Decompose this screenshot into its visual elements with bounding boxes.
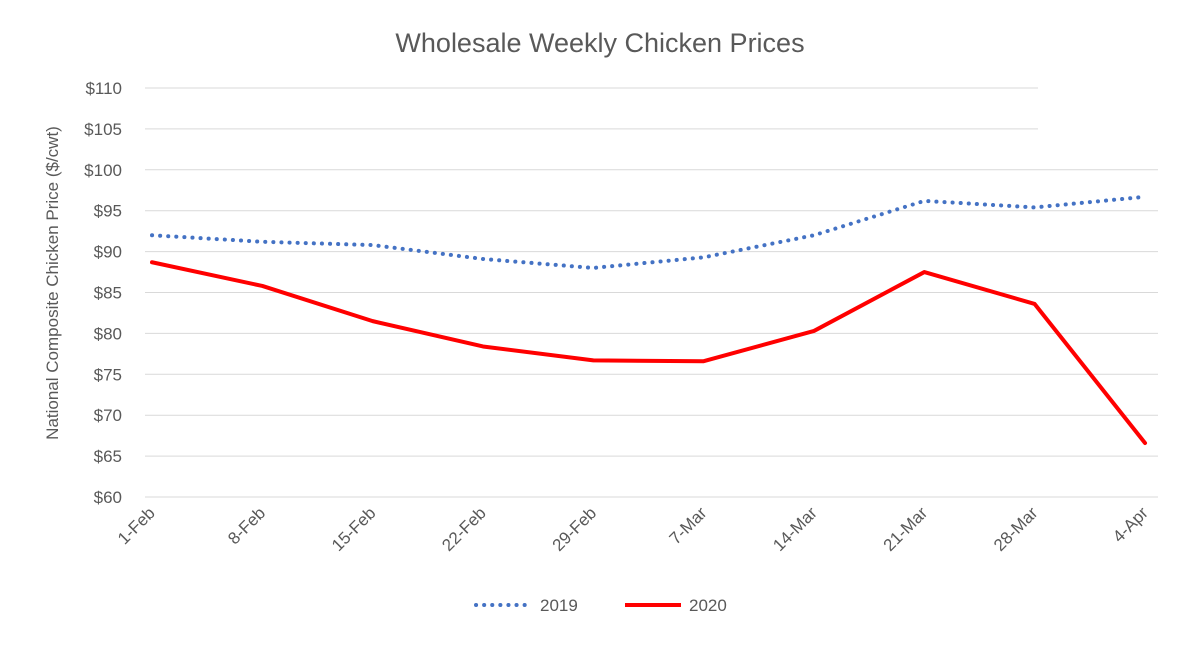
legend: 2019 2020 <box>474 596 727 615</box>
x-tick-label: 14-Mar <box>769 503 821 555</box>
series-line-2019 <box>150 194 1147 270</box>
chart-title: Wholesale Weekly Chicken Prices <box>395 28 804 58</box>
y-tick-label: $65 <box>94 447 122 466</box>
x-tick-label: 1-Feb <box>114 503 159 548</box>
y-tick-label: $80 <box>94 324 122 343</box>
x-tick-label: 4-Apr <box>1109 503 1152 546</box>
legend-label-2020: 2020 <box>689 596 727 615</box>
x-tick-label: 22-Feb <box>438 503 490 555</box>
legend-label-2019: 2019 <box>540 596 578 615</box>
x-tick-label: 21-Mar <box>880 503 932 555</box>
x-tick-label: 28-Mar <box>990 503 1042 555</box>
y-tick-label: $90 <box>94 243 122 262</box>
y-tick-label: $95 <box>94 202 122 221</box>
x-tick-label: 15-Feb <box>328 503 380 555</box>
x-tick-label: 29-Feb <box>549 503 601 555</box>
y-axis-ticks: $60 $65 $70 $75 $80 $85 $90 $95 $100 $105 $110 <box>84 79 122 507</box>
x-axis-ticks: 1-Feb 8-Feb 15-Feb 22-Feb 29-Feb 7-Mar 14-Mar 2… <box>114 503 1152 555</box>
grid <box>145 87 1158 498</box>
series-line-2020 <box>150 260 1147 446</box>
y-tick-label: $105 <box>84 120 122 139</box>
y-tick-label: $75 <box>94 365 122 384</box>
y-tick-label: $100 <box>84 161 122 180</box>
y-tick-label: $85 <box>94 284 122 303</box>
y-tick-label: $110 <box>85 79 122 98</box>
y-axis-label: National Composite Chicken Price ($/cwt) <box>43 126 62 440</box>
y-tick-label: $60 <box>94 488 122 507</box>
x-tick-label: 8-Feb <box>224 503 269 548</box>
y-tick-label: $70 <box>94 406 122 425</box>
x-tick-label: 7-Mar <box>666 503 711 548</box>
series-group <box>150 194 1147 446</box>
